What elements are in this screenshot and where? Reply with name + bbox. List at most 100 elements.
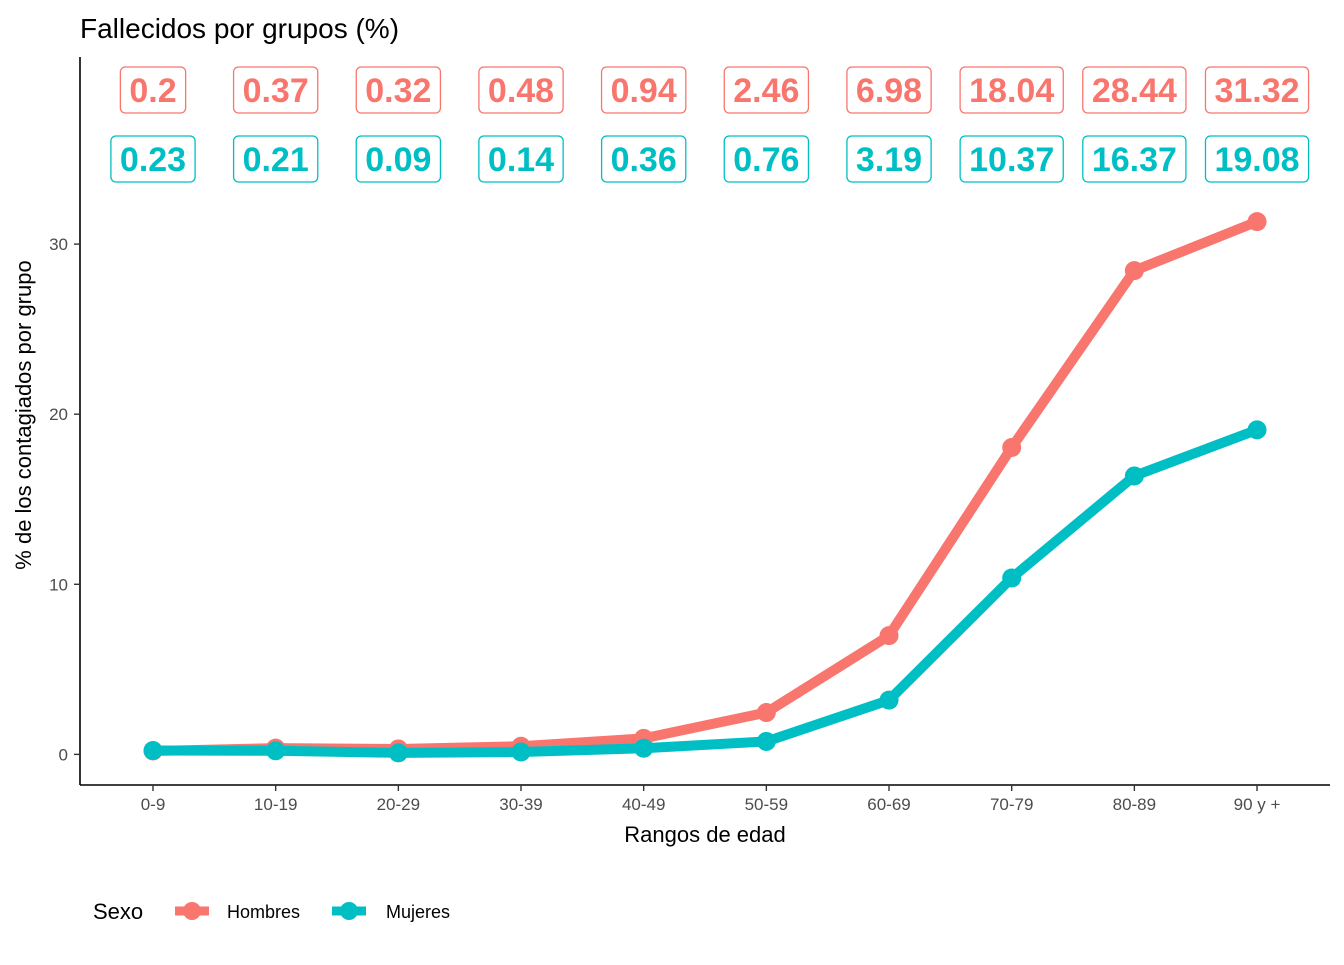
legend: Sexo Hombres Mujeres (93, 899, 450, 924)
legend-key-mujeres (332, 902, 366, 920)
value-label-text: 0.37 (243, 72, 309, 110)
x-tick-label: 70-79 (990, 795, 1033, 814)
value-label-mujeres: 16.37 (1082, 135, 1187, 183)
value-label-box (846, 135, 932, 183)
data-point-hombres (1124, 261, 1144, 281)
value-label-box (723, 135, 810, 183)
value-label-box (1204, 66, 1310, 114)
data-point-mujeres (756, 731, 776, 751)
value-label-box (600, 135, 687, 183)
data-point-mujeres (1247, 420, 1267, 440)
value-label-text: 0.76 (733, 141, 799, 179)
x-tick-label: 40-49 (622, 795, 665, 814)
value-label-box (600, 66, 687, 114)
data-point-mujeres (879, 690, 899, 710)
legend-title: Sexo (93, 899, 143, 924)
value-label-box (1082, 135, 1187, 183)
value-label-mujeres: 0.36 (600, 135, 687, 183)
x-tick-label: 0-9 (141, 795, 166, 814)
value-label-mujeres: 0.76 (723, 135, 810, 183)
y-tick-label: 10 (49, 575, 68, 594)
data-point-mujeres (143, 740, 163, 760)
y-tick-label: 30 (49, 235, 68, 254)
value-label-mujeres: 0.23 (110, 135, 196, 183)
value-label-text: 6.98 (856, 72, 922, 110)
value-label-text: 0.36 (611, 141, 677, 179)
x-tick-label: 20-29 (377, 795, 420, 814)
value-label-text: 31.32 (1214, 72, 1299, 110)
value-label-box (478, 135, 564, 183)
y-tick-label: 0 (59, 745, 68, 764)
value-label-mujeres: 19.08 (1204, 135, 1310, 183)
value-label-text: 28.44 (1092, 72, 1177, 110)
chart-title: Fallecidos por grupos (%) (80, 13, 399, 44)
value-label-box (355, 135, 442, 183)
value-label-text: 3.19 (856, 141, 922, 179)
data-point-hombres (1247, 212, 1267, 232)
value-label-text: 2.46 (733, 72, 799, 110)
value-label-text: 0.21 (243, 141, 309, 179)
value-label-hombres: 18.04 (959, 66, 1064, 114)
value-label-text: 19.08 (1214, 141, 1299, 179)
plot-area: 0.2 0.37 0.32 0.48 0.94 2.46 6.98 18.04 28.44 31.… (110, 66, 1310, 763)
series-line-hombres (148, 216, 1263, 756)
legend-label-mujeres: Mujeres (386, 902, 450, 922)
value-label-hombres: 0.32 (355, 66, 442, 114)
value-label-box (119, 66, 187, 114)
legend-key-hombres (175, 902, 209, 920)
value-label-hombres: 0.2 (119, 66, 187, 114)
value-label-mujeres: 0.14 (478, 135, 564, 183)
data-point-mujeres (1124, 466, 1144, 486)
value-label-box (355, 66, 442, 114)
x-tick-label: 90 y + (1234, 795, 1281, 814)
x-tick-label: 50-59 (745, 795, 788, 814)
data-point-hombres (879, 626, 899, 646)
data-point-hombres (756, 703, 776, 723)
value-label-text: 0.09 (365, 141, 431, 179)
value-label-text: 10.37 (969, 141, 1054, 179)
value-label-mujeres: 0.21 (232, 135, 319, 183)
value-label-hombres: 0.94 (600, 66, 687, 114)
value-label-box (1204, 135, 1310, 183)
value-label-box (232, 135, 319, 183)
value-label-text: 18.04 (969, 72, 1054, 110)
data-point-mujeres (266, 741, 286, 761)
y-axis-title: % de los contagiados por grupo (11, 260, 36, 569)
value-label-text: 0.94 (611, 72, 677, 110)
x-tick-label: 80-89 (1113, 795, 1156, 814)
value-label-mujeres: 10.37 (959, 135, 1064, 183)
value-label-box (959, 66, 1064, 114)
axis-ticks: 0 10 20 30 0-9 10-19 20-29 30-39 40-49 50-59 60-69… (49, 235, 1280, 814)
value-label-hombres: 0.37 (232, 66, 319, 114)
x-axis-title: Rangos de edad (624, 822, 785, 847)
value-label-text: 0.32 (365, 72, 431, 110)
value-label-text: 0.2 (129, 72, 176, 110)
value-label-box (232, 66, 319, 114)
y-tick-label: 20 (49, 405, 68, 424)
data-point-mujeres (388, 743, 408, 763)
x-tick-label: 30-39 (499, 795, 542, 814)
data-point-mujeres (634, 738, 654, 758)
value-label-text: 0.48 (488, 72, 554, 110)
value-label-hombres: 28.44 (1082, 66, 1187, 114)
value-label-box (1082, 66, 1187, 114)
data-point-mujeres (511, 742, 531, 762)
x-tick-label: 60-69 (867, 795, 910, 814)
x-tick-label: 10-19 (254, 795, 297, 814)
data-point-mujeres (1002, 568, 1022, 588)
data-point-hombres (1002, 438, 1022, 458)
series-line-mujeres (148, 424, 1263, 758)
legend-label-hombres: Hombres (227, 902, 300, 922)
value-label-hombres: 6.98 (846, 66, 932, 114)
value-label-box (478, 66, 564, 114)
value-label-hombres: 0.48 (478, 66, 564, 114)
value-label-mujeres: 0.09 (355, 135, 442, 183)
value-label-text: 16.37 (1092, 141, 1177, 179)
value-label-box (846, 66, 932, 114)
value-label-box (959, 135, 1064, 183)
value-label-box (110, 135, 196, 183)
value-label-mujeres: 3.19 (846, 135, 932, 183)
value-label-text: 0.14 (488, 141, 554, 179)
value-label-hombres: 31.32 (1204, 66, 1310, 114)
